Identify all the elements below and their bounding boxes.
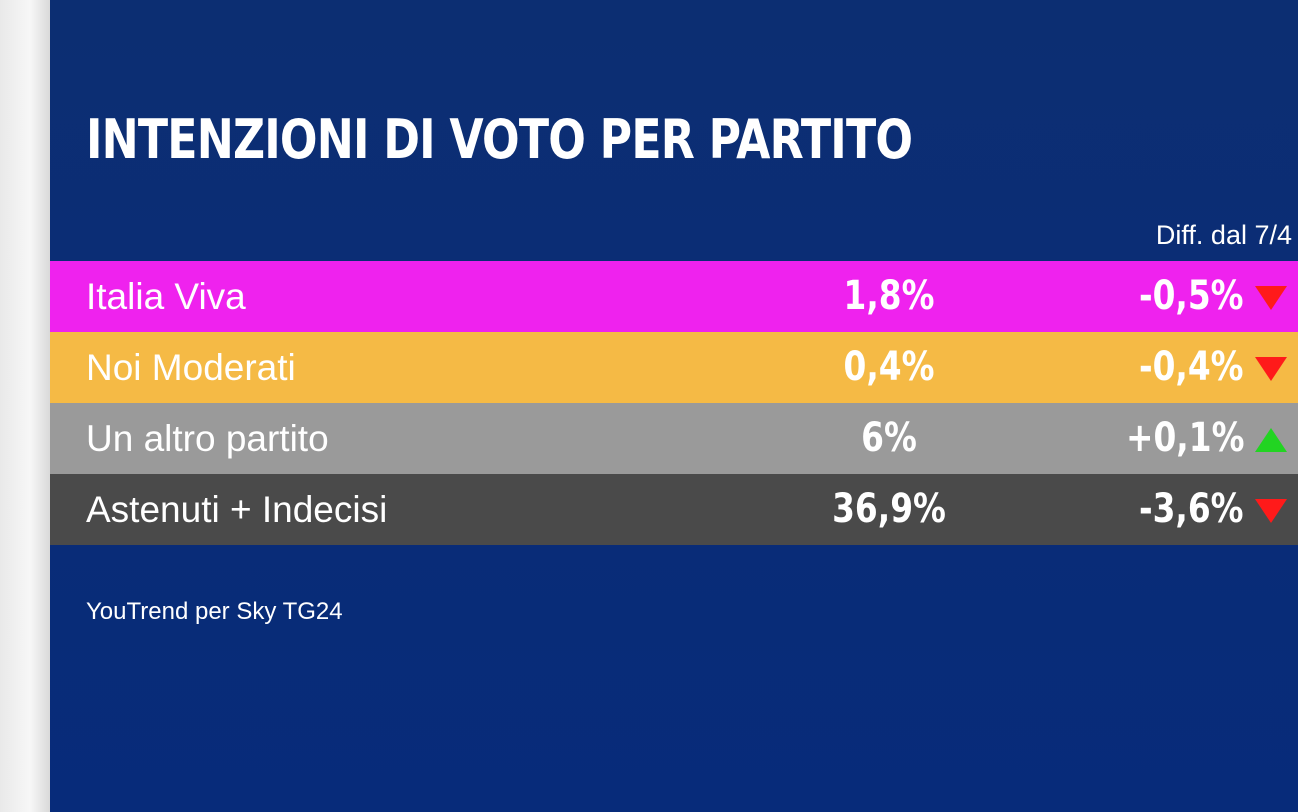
party-value: 36,9%: [832, 486, 946, 532]
party-row: Noi Moderati 0,4% -0,4%: [50, 332, 1298, 403]
party-name: Un altro partito: [86, 418, 329, 459]
diff-column-header: Diff. dal 7/4: [1155, 220, 1292, 250]
party-row: Italia Viva 1,8% -0,5%: [50, 261, 1298, 332]
chart-panel: INTENZIONI DI VOTO PER PARTITO Diff. dal…: [50, 0, 1298, 812]
party-diff: +0,1%: [1125, 415, 1244, 461]
trend-down-marker: [1255, 499, 1287, 523]
source-credit: YouTrend per Sky TG24: [86, 598, 343, 625]
trend-down-icon: [1255, 286, 1287, 310]
party-value: 6%: [861, 415, 917, 461]
party-name: Noi Moderati: [86, 347, 296, 388]
trend-up-icon: [1255, 428, 1287, 452]
party-row: Un altro partito 6% +0,1%: [50, 403, 1298, 474]
party-name: Italia Viva: [86, 276, 246, 317]
trend-down-icon: [1255, 357, 1287, 381]
trend-down-marker: [1255, 357, 1287, 381]
party-name: Astenuti + Indecisi: [86, 489, 388, 530]
party-diff: -0,4%: [1139, 344, 1244, 390]
party-diff: -0,5%: [1139, 273, 1244, 319]
trend-down-icon: [1255, 499, 1287, 523]
trend-up-marker: [1255, 428, 1287, 452]
party-value: 0,4%: [843, 344, 935, 390]
chart-title: INTENZIONI DI VOTO PER PARTITO: [86, 108, 913, 171]
party-row: Astenuti + Indecisi 36,9% -3,6%: [50, 474, 1298, 545]
party-value: 1,8%: [843, 273, 935, 319]
left-edge-strip: [0, 0, 50, 812]
trend-down-marker: [1255, 286, 1287, 310]
party-rows: Italia Viva 1,8% -0,5% Noi Moderati 0,4% -0,4…: [50, 261, 1298, 545]
party-diff: -3,6%: [1139, 486, 1244, 532]
